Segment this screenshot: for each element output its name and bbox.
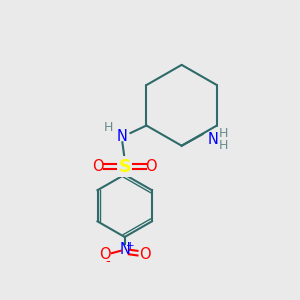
Text: +: + xyxy=(126,241,135,250)
Text: N: N xyxy=(119,242,130,257)
Text: -: - xyxy=(105,255,110,268)
Text: O: O xyxy=(146,159,157,174)
Text: N: N xyxy=(117,129,128,144)
Text: O: O xyxy=(92,159,104,174)
Text: H: H xyxy=(219,139,228,152)
Text: O: O xyxy=(139,247,150,262)
Text: O: O xyxy=(99,247,111,262)
Text: H: H xyxy=(219,127,228,140)
Text: H: H xyxy=(104,121,113,134)
Text: S: S xyxy=(118,158,131,175)
Text: N: N xyxy=(208,132,218,147)
